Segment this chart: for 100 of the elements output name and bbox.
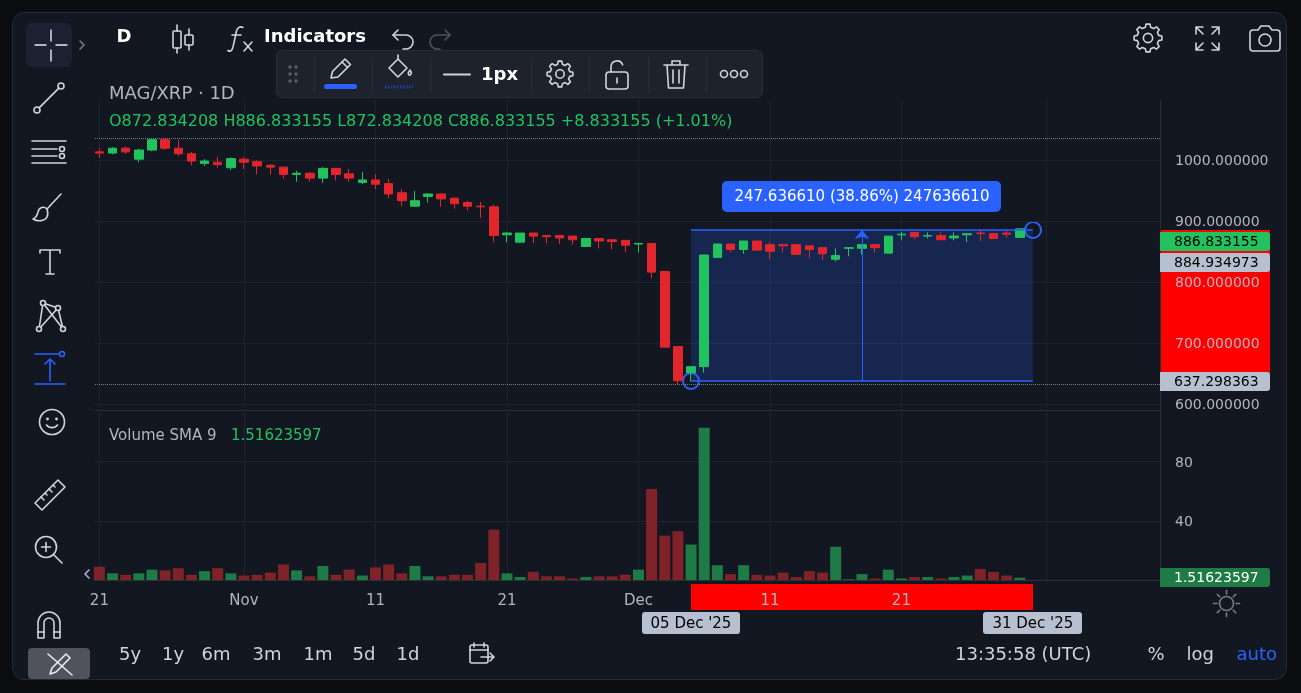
bar	[882, 569, 894, 580]
x-tick-label: 21	[497, 590, 517, 609]
candlestick	[686, 366, 696, 382]
bar	[172, 568, 184, 580]
candlestick	[844, 247, 854, 257]
bar	[120, 574, 132, 580]
text: 31 Dec '25	[983, 612, 1083, 634]
bar	[1001, 575, 1013, 580]
bar	[93, 566, 105, 580]
candlestick	[121, 145, 130, 155]
candlestick	[607, 239, 617, 251]
annotation: 247.636610 (38.86%) 247636610	[722, 181, 1002, 213]
text: 5y	[119, 643, 142, 665]
bar	[304, 576, 316, 580]
bar	[133, 573, 145, 580]
bar	[817, 572, 829, 580]
bar	[580, 577, 592, 580]
bar	[646, 489, 658, 580]
bar	[356, 575, 368, 580]
bar	[554, 576, 566, 580]
candlestick	[897, 231, 906, 241]
bar	[501, 573, 513, 580]
candlestick	[634, 242, 643, 254]
candlestick	[226, 156, 236, 171]
bar	[790, 577, 802, 580]
bar	[698, 427, 710, 580]
text: O872.834208 H886.833155 L872.834208 C886.833155 +8.833155 (+1.01%)	[109, 111, 733, 130]
candlestick	[318, 166, 328, 184]
bar	[619, 574, 631, 580]
y-tick-label: 800.000000	[1175, 273, 1260, 290]
bar	[751, 574, 763, 580]
x-tick-label: 21	[89, 590, 109, 609]
text: 1y	[162, 643, 185, 665]
candlestick	[529, 232, 538, 244]
candlestick	[108, 146, 117, 155]
bar	[922, 577, 934, 580]
text: log	[1186, 643, 1214, 665]
bar	[383, 564, 395, 580]
bar	[212, 568, 224, 580]
text: auto	[1236, 643, 1278, 665]
candlestick	[331, 167, 341, 182]
candlestick	[239, 156, 249, 170]
bar	[764, 575, 776, 580]
bar	[974, 568, 986, 580]
candlestick	[450, 197, 459, 210]
bar	[199, 571, 211, 580]
candlestick	[791, 244, 801, 255]
bar	[462, 574, 474, 580]
candlestick	[818, 247, 827, 261]
candlestick	[936, 231, 946, 241]
text: 1d	[396, 643, 420, 665]
x-tick-label: Dec	[623, 590, 653, 609]
bar	[369, 567, 381, 580]
text: 886.833155	[1160, 231, 1270, 251]
candlestick	[949, 231, 959, 241]
candlestick	[870, 244, 880, 254]
bar	[961, 575, 973, 580]
candlestick	[160, 137, 170, 151]
y-tick-label: 900.000000	[1175, 212, 1260, 229]
bar	[185, 574, 197, 580]
text: 884.934973	[1160, 252, 1270, 272]
bar	[672, 531, 684, 580]
candlestick	[962, 233, 972, 243]
bar	[724, 574, 736, 580]
candlestick	[410, 190, 420, 208]
candlestick	[292, 170, 301, 183]
candlestick	[976, 230, 985, 242]
bar	[987, 571, 999, 580]
candlestick	[660, 270, 670, 348]
x-tick-label: Nov	[229, 590, 259, 609]
bar	[659, 535, 671, 580]
text: 3m	[252, 643, 282, 665]
candlestick	[765, 241, 775, 260]
text: 6m	[201, 643, 231, 665]
candlestick	[726, 243, 735, 254]
text: Indicators	[264, 25, 366, 47]
x-tick-label: 11	[365, 590, 386, 609]
candlestick	[200, 158, 209, 167]
text: Volume SMA 9	[109, 426, 217, 444]
x-tick-label: 11	[760, 590, 780, 609]
bar	[738, 565, 750, 580]
bar	[396, 573, 408, 580]
candlestick	[305, 171, 315, 183]
bar	[948, 577, 960, 580]
candlestick	[555, 234, 564, 245]
candlestick	[423, 192, 433, 204]
candlestick	[344, 168, 354, 183]
bar	[527, 571, 539, 580]
candlestick	[594, 238, 604, 249]
candlestick	[581, 238, 591, 247]
text: 637.298363	[1160, 371, 1270, 391]
bar	[107, 573, 119, 580]
bar	[317, 565, 329, 580]
bar	[711, 565, 723, 580]
candlestick	[647, 242, 656, 279]
candlestick	[463, 200, 472, 211]
candlestick	[187, 151, 196, 166]
bar	[330, 574, 342, 580]
y-tick-label: 700.000000	[1175, 334, 1260, 351]
bar	[475, 563, 487, 580]
